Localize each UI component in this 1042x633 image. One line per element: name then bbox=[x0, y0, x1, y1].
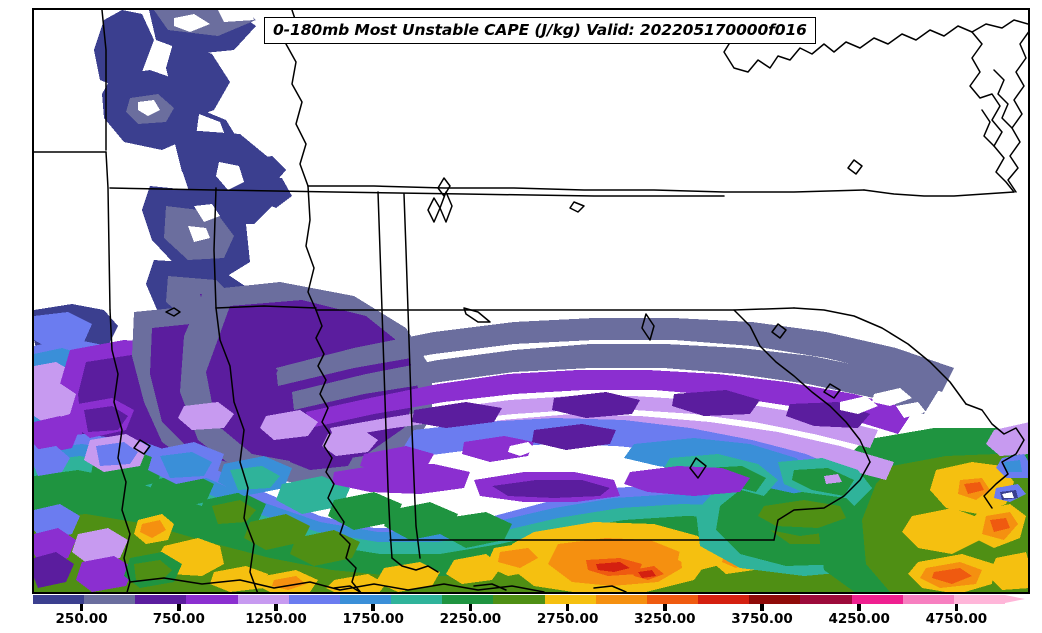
colorbar-segment bbox=[493, 595, 545, 604]
colorbar-extend-arrow-icon bbox=[1005, 595, 1025, 603]
colorbar-tick-label: 250.00 bbox=[55, 611, 108, 627]
colorbar-tick-label: 4750.00 bbox=[925, 611, 988, 627]
colorbar-segment bbox=[237, 595, 289, 604]
colorbar-tick-label: 3250.00 bbox=[634, 611, 696, 627]
colorbar-tick-label: 1250.00 bbox=[245, 611, 307, 627]
colorbar-tick-marks bbox=[0, 604, 1042, 611]
colorbar-tick bbox=[468, 604, 473, 611]
colorbar-segment bbox=[84, 595, 136, 604]
colorbar-tick bbox=[565, 604, 570, 611]
colorbar-tick-label: 1750.00 bbox=[342, 611, 404, 627]
colorbar-tick-label: 3750.00 bbox=[731, 611, 793, 627]
colorbar-segment bbox=[800, 595, 852, 604]
colorbar-segment bbox=[851, 595, 903, 604]
colorbar-segment bbox=[339, 595, 392, 604]
colorbar-tick bbox=[177, 604, 181, 611]
colorbar-segment bbox=[646, 595, 699, 604]
colorbar-segment bbox=[442, 595, 494, 604]
colorbar-segment bbox=[595, 595, 647, 604]
colorbar-segment bbox=[135, 595, 187, 604]
colorbar-tick bbox=[954, 604, 959, 611]
cape-contour-field bbox=[34, 10, 1028, 592]
colorbar[interactable]: 250.00 750.00 1250.00 1750.00 2250.00 2750.00… bbox=[0, 595, 1042, 633]
colorbar-gradient-strip bbox=[33, 595, 1005, 604]
colorbar-segment bbox=[698, 595, 750, 604]
colorbar-segment bbox=[749, 595, 801, 604]
colorbar-segment bbox=[186, 595, 238, 604]
colorbar-segment bbox=[391, 595, 443, 604]
colorbar-tick bbox=[79, 604, 84, 611]
colorbar-segment bbox=[544, 595, 596, 604]
colorbar-segment bbox=[902, 595, 954, 604]
colorbar-segment bbox=[33, 595, 85, 604]
colorbar-segment bbox=[288, 595, 340, 604]
colorbar-tick bbox=[371, 604, 375, 611]
colorbar-tick bbox=[760, 604, 764, 611]
colorbar-tick-label: 2250.00 bbox=[439, 611, 502, 627]
colorbar-tick-label: 4250.00 bbox=[828, 611, 890, 627]
colorbar-tick-label: 2750.00 bbox=[536, 611, 599, 627]
map-panel[interactable]: 0-180mb Most Unstable CAPE (J/kg) Valid:… bbox=[32, 8, 1030, 594]
map-title-label: 0-180mb Most Unstable CAPE (J/kg) Valid:… bbox=[264, 17, 816, 44]
cape-field-svg bbox=[34, 10, 1028, 592]
colorbar-tick bbox=[663, 604, 667, 611]
colorbar-tick bbox=[857, 604, 861, 611]
colorbar-tick-labels: 250.00 750.00 1250.00 1750.00 2250.00 2750.00… bbox=[0, 611, 1042, 631]
colorbar-tick bbox=[274, 604, 278, 611]
colorbar-segment bbox=[953, 595, 1005, 604]
colorbar-tick-label: 750.00 bbox=[152, 611, 205, 627]
